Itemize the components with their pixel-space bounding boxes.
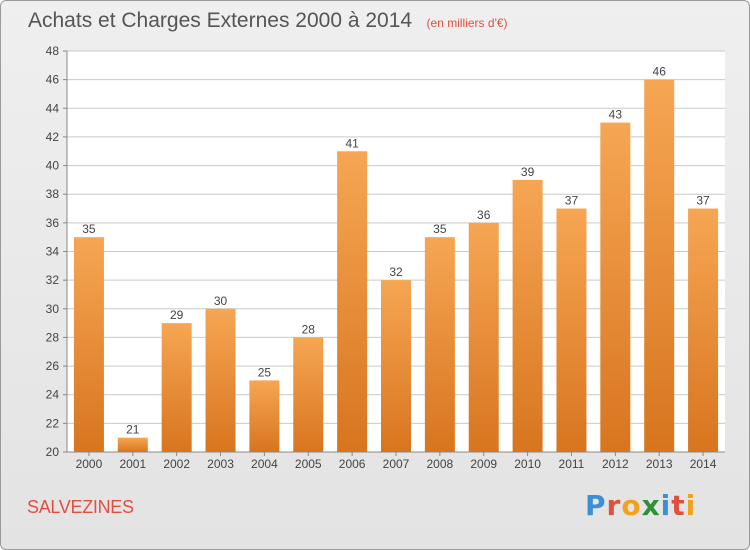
logo-letter: r xyxy=(606,489,622,522)
logo-letter: t xyxy=(671,489,686,522)
x-tick-label: 2002 xyxy=(163,457,190,471)
logo-letter: i xyxy=(685,489,697,522)
bar-value-label: 43 xyxy=(609,108,623,122)
bar-value-label: 37 xyxy=(565,194,579,208)
bar xyxy=(512,179,543,452)
x-tick-label: 2001 xyxy=(119,457,146,471)
x-tick-label: 2003 xyxy=(207,457,234,471)
chart-title-block: Achats et Charges Externes 2000 à 2014 (… xyxy=(28,9,508,33)
bar-value-label: 21 xyxy=(126,423,140,437)
bar xyxy=(556,208,587,452)
bar xyxy=(688,208,719,452)
y-tick-label: 24 xyxy=(46,388,60,402)
bar-value-label: 36 xyxy=(477,208,491,222)
bar-value-label: 29 xyxy=(170,308,184,322)
y-tick-label: 36 xyxy=(46,216,60,230)
bar-value-label: 37 xyxy=(696,194,710,208)
x-tick-label: 2011 xyxy=(559,457,585,471)
bar-value-label: 46 xyxy=(653,65,667,79)
x-tick-label: 2009 xyxy=(470,457,497,471)
bar xyxy=(161,323,192,452)
y-tick-label: 22 xyxy=(46,416,60,430)
bar-value-label: 30 xyxy=(214,294,228,308)
proxiti-logo[interactable]: Proxiti xyxy=(585,489,696,522)
bar xyxy=(600,122,631,452)
bar-value-label: 35 xyxy=(433,222,447,236)
y-tick-label: 44 xyxy=(46,101,60,115)
bar xyxy=(249,380,280,452)
y-tick-label: 40 xyxy=(46,159,60,173)
bar-value-label: 41 xyxy=(345,136,359,150)
y-tick-label: 28 xyxy=(46,330,60,344)
x-tick-label: 2014 xyxy=(690,457,717,471)
town-name: SALVEZINES xyxy=(27,497,134,517)
y-tick-label: 42 xyxy=(46,130,60,144)
bar-value-label: 32 xyxy=(389,265,403,279)
bar-value-label: 39 xyxy=(521,165,535,179)
x-tick-label: 2000 xyxy=(76,457,103,471)
bar xyxy=(293,337,324,452)
x-tick-label: 2007 xyxy=(383,457,410,471)
bar xyxy=(424,237,455,452)
y-tick-label: 38 xyxy=(46,187,60,201)
chart-title: Achats et Charges Externes 2000 à 2014 xyxy=(28,9,413,32)
bar xyxy=(468,222,499,452)
bar xyxy=(381,280,411,452)
logo-letter: P xyxy=(585,489,607,522)
y-tick-label: 20 xyxy=(46,445,60,459)
bar xyxy=(117,437,148,452)
bar-value-label: 35 xyxy=(82,222,96,236)
logo-letter: x xyxy=(641,489,661,522)
y-tick-label: 26 xyxy=(46,359,60,373)
bar xyxy=(205,308,236,452)
bar xyxy=(644,79,675,453)
x-tick-label: 2005 xyxy=(295,457,322,471)
bar-value-label: 25 xyxy=(258,365,272,379)
bar xyxy=(73,237,104,452)
x-tick-label: 2012 xyxy=(602,457,629,471)
x-tick-label: 2013 xyxy=(646,457,673,471)
x-tick-label: 2008 xyxy=(427,457,454,471)
x-tick-label: 2004 xyxy=(251,457,278,471)
y-tick-label: 34 xyxy=(46,245,60,259)
x-tick-label: 2010 xyxy=(514,457,541,471)
logo-letter: o xyxy=(621,489,642,522)
y-tick-label: 32 xyxy=(46,273,60,287)
y-tick-label: 46 xyxy=(46,73,60,87)
x-tick-label: 2006 xyxy=(339,457,366,471)
chart-unit-note: (en milliers d'€) xyxy=(426,16,508,30)
bar-value-label: 28 xyxy=(302,322,316,336)
logo-letter: i xyxy=(660,489,672,522)
y-tick-label: 48 xyxy=(46,44,60,58)
y-tick-label: 30 xyxy=(46,302,60,316)
bar xyxy=(337,151,368,452)
